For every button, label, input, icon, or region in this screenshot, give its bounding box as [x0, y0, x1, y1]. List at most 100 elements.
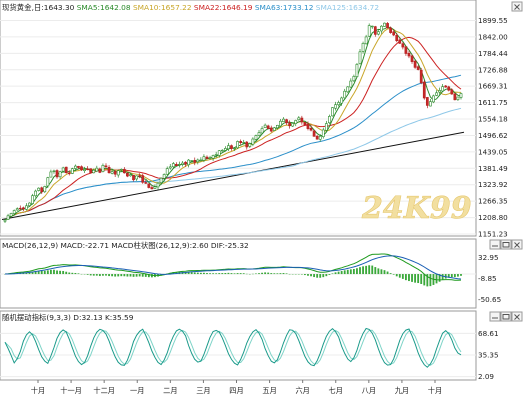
macd-histogram-bar [398, 274, 401, 278]
macd-histogram-bar [276, 273, 279, 275]
candle [239, 141, 243, 144]
candle [49, 171, 53, 178]
candle [18, 207, 22, 210]
macd-histogram-bar [147, 274, 150, 278]
price-tick-label: 1899.55 [478, 16, 508, 25]
candle [297, 117, 301, 121]
candle [126, 172, 129, 177]
stoch-tick-label: 68.61 [478, 329, 499, 338]
macd-histogram-bar [98, 274, 101, 277]
candle [233, 147, 236, 150]
price-tick-label: 1323.92 [478, 180, 508, 189]
candle [306, 123, 310, 129]
macd-histogram-bar [215, 273, 218, 275]
candle [432, 95, 435, 103]
candle [181, 162, 184, 165]
candle [300, 117, 304, 123]
macd-panel-minimize-button[interactable] [489, 239, 501, 250]
candle [383, 22, 386, 27]
candle [220, 149, 224, 152]
price-tick-label: 1439.05 [478, 147, 508, 156]
macd-histogram-bar [270, 273, 273, 275]
candle [315, 135, 319, 140]
price-panel-close-button[interactable] [511, 1, 523, 12]
candle [55, 170, 59, 178]
candle [413, 60, 417, 68]
macd-histogram-bar [62, 270, 65, 275]
macd-legend: MACD(26,12,9) MACD:-22.71 MACD柱状图(26,12,… [2, 241, 249, 250]
macd-histogram-bar [368, 265, 371, 275]
macd-histogram-bar [49, 269, 52, 275]
candle [318, 135, 322, 140]
macd-histogram-bar [218, 273, 221, 275]
candle [389, 27, 392, 33]
candle [31, 195, 34, 204]
candle [184, 161, 187, 165]
candle [447, 86, 451, 91]
candle [272, 127, 276, 131]
legend-entry: SMA22:1646.19 [192, 3, 253, 12]
macd-histogram-bar [346, 269, 349, 275]
candle [257, 132, 261, 136]
price-tick-label: 1208.80 [478, 213, 508, 222]
candle [9, 213, 13, 217]
candle [392, 31, 396, 36]
price-tick-label: 1496.62 [478, 131, 508, 140]
candle [86, 168, 90, 170]
candles [3, 22, 463, 223]
stoch-panel-maximize-button[interactable] [500, 311, 512, 322]
macd-histogram-bar [457, 274, 459, 277]
candle [141, 175, 145, 183]
candle [193, 160, 197, 163]
candle [89, 168, 93, 173]
macd-histogram-bar [334, 272, 337, 275]
macd-panel-close-button[interactable] [511, 239, 523, 250]
candle [337, 102, 340, 106]
x-tick-label: 八月 [362, 386, 376, 395]
candle [404, 46, 408, 54]
candle [398, 39, 402, 44]
candle [456, 96, 460, 100]
candle [83, 169, 86, 171]
macd-histogram-bar [138, 274, 141, 277]
macd-y-axis: 32.95 -8.85 -50.65 [478, 253, 501, 304]
macd-histogram-bar [429, 274, 432, 287]
macd-histogram-bar [95, 274, 98, 276]
candle [40, 187, 44, 193]
macd-histogram-bar [374, 267, 377, 275]
candle [122, 169, 126, 174]
candle [162, 174, 166, 179]
maximize-icon [502, 314, 510, 320]
candle [407, 52, 411, 57]
candle [64, 166, 68, 174]
macd-histogram-bar [392, 274, 395, 275]
macd-histogram-bar [233, 273, 236, 275]
candle [25, 205, 28, 210]
candle [303, 122, 307, 125]
candle [34, 190, 37, 197]
x-tick-label: 九月 [395, 386, 409, 395]
macd-histogram-bar [68, 272, 71, 275]
macd-histogram-bar [453, 274, 456, 278]
macd-histogram-bar [74, 272, 77, 275]
candle [236, 141, 239, 149]
candle [367, 25, 371, 37]
macd-panel-maximize-button[interactable] [500, 239, 512, 250]
stoch-panel-minimize-button[interactable] [489, 311, 501, 322]
macd-histogram-bar [46, 270, 49, 275]
candle [77, 166, 80, 168]
stoch-panel-close-button[interactable] [511, 311, 523, 322]
candle [230, 145, 233, 149]
candle [223, 148, 227, 151]
price-tick-label: 1381.49 [478, 164, 508, 173]
candle [242, 142, 246, 144]
candle [43, 186, 47, 193]
macd-histogram-bar [371, 265, 374, 275]
candle [217, 150, 221, 156]
stoch-y-axis: 68.61 35.35 2.09 [478, 329, 499, 381]
candle [92, 169, 96, 174]
stoch-panel [0, 310, 477, 381]
macd-histogram-bar [264, 272, 267, 275]
candle [70, 168, 74, 174]
panel-buttons [489, 1, 523, 322]
